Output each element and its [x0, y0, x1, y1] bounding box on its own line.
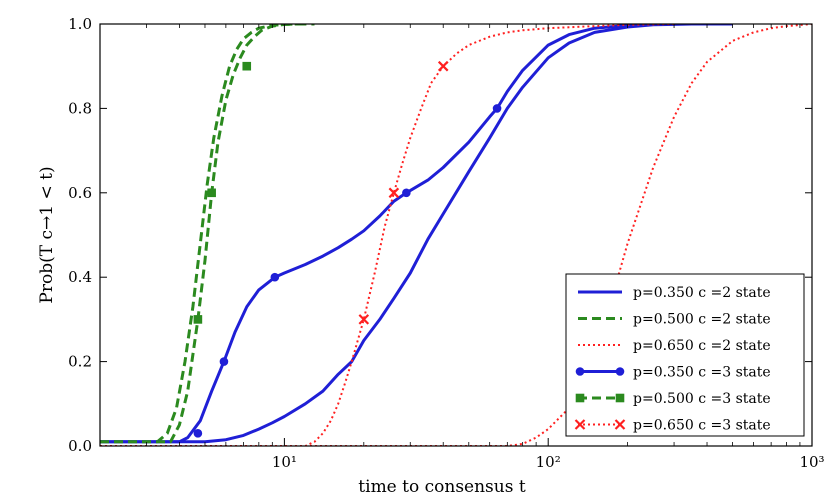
y-tick-label: 1.0 [68, 15, 92, 33]
y-axis-label: Prob(T c→1 < t) [37, 166, 57, 303]
series-marker-3 [402, 188, 411, 198]
legend-marker-4 [575, 393, 585, 403]
marker-x-stroke [614, 419, 626, 430]
x-tick-label: 10² [536, 453, 561, 471]
series-line-1 [100, 24, 315, 444]
y-tick-label: 0.8 [68, 99, 92, 117]
series-line-5 [100, 24, 675, 446]
series-marker-3 [219, 357, 229, 366]
x-axis-label: time to consensus t [358, 477, 526, 497]
legend-label-0: p=0.350 c =2 state [633, 285, 771, 301]
legend-label-4: p=0.500 c =3 state [633, 391, 771, 407]
legend-marker-3 [575, 367, 585, 376]
legend-box [565, 273, 805, 437]
marker-x-stroke [574, 419, 586, 430]
legend-label-2: p=0.650 c =2 state [633, 338, 771, 354]
series-marker-4 [193, 315, 203, 324]
series-marker-5 [437, 60, 449, 72]
series-marker-4 [207, 188, 216, 198]
legend: p=0.350 c =2 state p=0.500 c =2 state p=0.… [565, 273, 805, 437]
series-marker-4 [242, 61, 252, 71]
legend-label-1: p=0.500 c =2 state [633, 312, 771, 328]
marker-x-stroke [358, 314, 370, 325]
marker-layer [193, 60, 502, 438]
legend-marker-3 [615, 367, 625, 376]
legend-label-5: p=0.650 c =3 state [633, 418, 771, 434]
series-marker-3 [270, 272, 280, 282]
series-line-3 [100, 24, 707, 444]
series-marker-5 [388, 187, 400, 199]
tick-layer: 0.0 0.2 0.4 0.6 0.8 1.0 10¹ 10² 10³ [68, 15, 824, 471]
legend-marker-5 [614, 419, 626, 430]
x-tick-label: 10³ [799, 453, 824, 471]
marker-x-stroke [437, 60, 449, 72]
legend-label-3: p=0.350 c =3 state [633, 365, 771, 381]
marker-x-stroke [388, 187, 400, 199]
plot-frame [99, 23, 813, 447]
y-tick-label: 0.4 [68, 268, 92, 286]
legend-marker-5 [574, 419, 586, 430]
series-layer [100, 24, 812, 446]
series-marker-5 [358, 314, 370, 325]
series-marker-3 [193, 429, 203, 438]
y-tick-label: 0.0 [68, 437, 92, 455]
y-tick-label: 0.6 [68, 184, 92, 202]
series-line-4 [100, 24, 306, 444]
y-tick-label: 0.2 [68, 353, 92, 371]
legend-marker-4 [615, 393, 625, 403]
x-tick-label: 10¹ [272, 453, 297, 471]
series-marker-3 [492, 104, 502, 113]
